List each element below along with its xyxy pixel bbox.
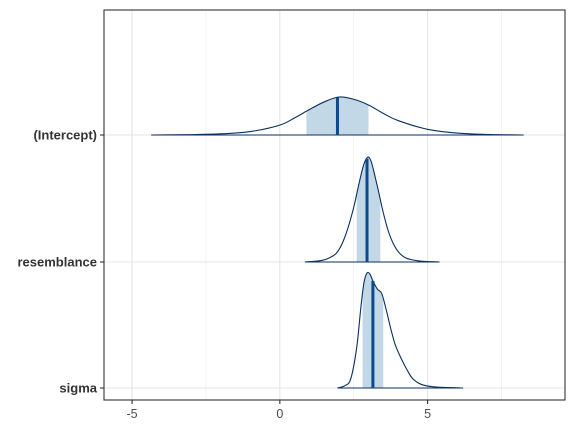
density-resemblance	[304, 156, 440, 263]
y-tick-label-sigma: sigma	[59, 381, 97, 396]
y-axis: (Intercept) resemblance sigma	[18, 128, 104, 396]
y-tick-label-intercept: (Intercept)	[33, 128, 97, 143]
panel-border	[103, 9, 566, 401]
x-tick-label: -5	[127, 407, 138, 421]
density-ridges	[151, 96, 524, 389]
density-curve	[304, 156, 440, 263]
density-curve	[337, 271, 464, 389]
density-curve	[151, 96, 524, 136]
y-tick-label-resemblance: resemblance	[18, 255, 98, 270]
x-axis: -5 0 5	[127, 400, 431, 421]
density-sigma	[337, 271, 464, 389]
x-tick-label: 0	[276, 407, 283, 421]
density-intercept	[151, 96, 524, 136]
x-tick-label: 5	[424, 407, 431, 421]
